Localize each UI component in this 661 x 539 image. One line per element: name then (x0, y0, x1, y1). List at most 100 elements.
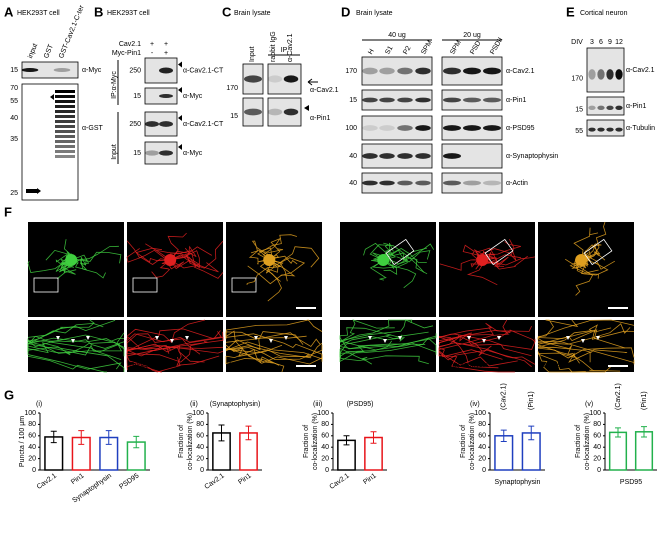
neurite (126, 339, 224, 350)
mw-marker: 15 (230, 113, 238, 120)
neurite (225, 333, 323, 362)
band (55, 145, 75, 148)
band (283, 108, 299, 116)
lane-label: S1 (384, 45, 394, 56)
band (463, 67, 481, 75)
mw-marker: 15 (133, 93, 141, 100)
neurite (473, 249, 495, 270)
neurite (382, 249, 431, 263)
y-tick-label: 0 (482, 467, 486, 474)
neurite (373, 242, 394, 261)
div-label: DIV (571, 39, 583, 46)
mw-marker: 40 (10, 115, 18, 122)
image-label: Synaptophysin (442, 362, 488, 369)
neurite (126, 345, 224, 357)
band (588, 127, 596, 132)
band (55, 140, 75, 143)
panel-letter: D (341, 4, 350, 19)
y-tick-label: 80 (28, 421, 36, 428)
arrowhead (497, 336, 501, 340)
band (55, 100, 75, 103)
neurite (225, 349, 280, 366)
soma (263, 254, 276, 266)
band (397, 125, 413, 131)
antibody-label: α-Synaptophysin (506, 153, 558, 160)
band (362, 67, 378, 75)
arrowhead (155, 336, 159, 340)
arrowhead (178, 87, 182, 93)
neurite (225, 331, 307, 339)
neurite (126, 343, 205, 363)
neurite (466, 254, 498, 286)
mw-marker: 170 (226, 85, 238, 92)
y-tick-label: 100 (192, 410, 204, 417)
y-tick-label: 0 (325, 467, 329, 474)
y-tick-label: 0 (200, 467, 204, 474)
neurite (438, 322, 532, 338)
y-tick-label: 60 (321, 433, 329, 440)
y-tick-label: 40 (321, 444, 329, 451)
antibody-label: α-Pin1 (626, 103, 646, 110)
image-label: Merge (541, 307, 561, 314)
neurite (571, 259, 609, 276)
neurite (27, 341, 125, 354)
neurite (27, 355, 107, 373)
arrowhead (269, 339, 273, 343)
error-bar (105, 430, 112, 445)
amount-label: 40 ug (388, 32, 406, 39)
band (443, 180, 461, 186)
band (55, 115, 75, 118)
y-axis-label: co-localization (%) (469, 413, 476, 470)
arrow (307, 78, 318, 86)
band (145, 121, 159, 127)
arrowhead (178, 144, 182, 150)
band (55, 155, 75, 158)
group-label: IP:α-Myc (111, 71, 118, 99)
mw-marker: 55 (10, 98, 18, 105)
band (606, 127, 614, 132)
neurite (382, 257, 428, 275)
x-tick-label: Pin1 (362, 472, 378, 486)
band (159, 121, 173, 127)
arrowhead (398, 336, 402, 340)
arrowhead (86, 336, 90, 340)
neurite (339, 319, 434, 342)
band (483, 67, 501, 75)
mw-marker: 250 (129, 121, 141, 128)
y-axis-label: Fraction of (575, 425, 582, 458)
y-tick-label: 0 (597, 467, 601, 474)
x-tick-label: Pin1 (70, 472, 86, 486)
neurite (170, 240, 224, 269)
neurite (27, 346, 125, 372)
error-bar (245, 425, 252, 441)
band (379, 97, 395, 103)
neurite (126, 353, 163, 373)
band (362, 153, 378, 159)
error-bar (218, 424, 225, 442)
micrograph (439, 222, 535, 317)
y-tick-label: 40 (28, 444, 36, 451)
neurite (27, 338, 122, 370)
neurite (27, 322, 104, 345)
neurite (438, 349, 532, 368)
panel-letter: A (4, 4, 14, 19)
band (415, 125, 431, 131)
panel-title: Brain lysate (234, 10, 271, 17)
neurite (383, 259, 417, 289)
mw-marker: 250 (129, 67, 141, 74)
band (415, 153, 431, 159)
neurite (537, 319, 579, 337)
neurite (537, 340, 635, 365)
band (55, 120, 75, 123)
y-tick-label: 20 (321, 455, 329, 462)
bar-label: (Cav2.1) (615, 383, 622, 410)
neurite (438, 319, 510, 350)
image-label: Synaptophysin (130, 362, 176, 369)
band (483, 180, 501, 186)
arrowhead (467, 336, 471, 340)
neurite (225, 344, 323, 360)
arrowhead (178, 61, 182, 68)
y-axis-label: co-localization (%) (312, 413, 319, 470)
mw-marker: 15 (10, 67, 18, 74)
